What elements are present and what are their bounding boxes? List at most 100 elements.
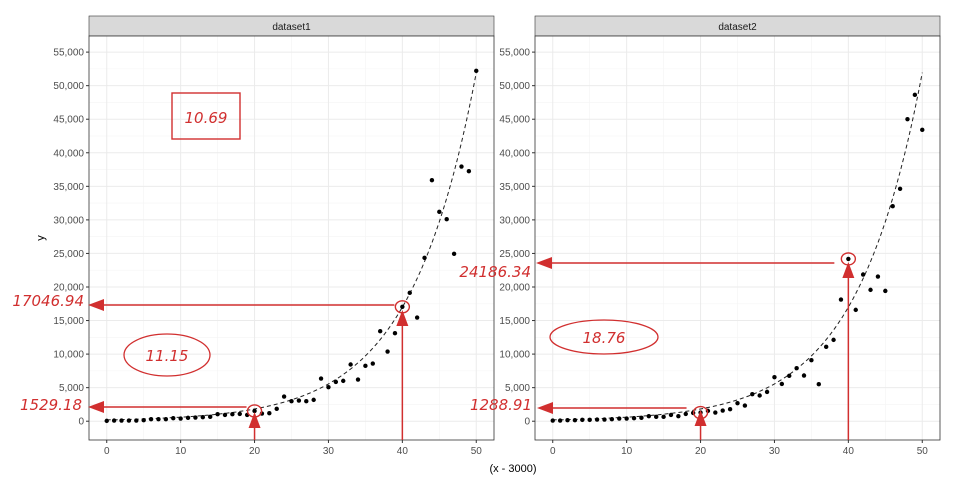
data-point (683, 411, 688, 417)
arrow-head (536, 257, 552, 269)
arrow-head (694, 410, 707, 426)
data-point (565, 418, 570, 423)
data-point (163, 416, 169, 422)
data-point (422, 255, 427, 261)
panel-dataset1: dataset1 0 5,000 10,000 15,000 20,000 25,000 30… (53, 15, 495, 457)
vertical-arrow (694, 410, 707, 440)
data-point (414, 315, 420, 320)
data-point (587, 417, 592, 423)
facet-strip-label: dataset2 (718, 22, 757, 33)
data-point (912, 92, 918, 98)
y-tick-label: 35,000 (53, 182, 84, 193)
x-tick-label: 10 (621, 446, 633, 457)
data-point (385, 349, 390, 354)
y-tick-label: 25,000 (499, 249, 530, 260)
x-tick-label: 30 (769, 446, 781, 457)
data-point (355, 377, 361, 382)
x-axis-label: (x - 3000) (489, 463, 536, 475)
data-point (846, 256, 851, 262)
data-point (550, 418, 555, 423)
data-point (178, 416, 183, 421)
data-point (890, 203, 895, 209)
data-point (474, 68, 479, 74)
annotation-box (171, 92, 241, 140)
arrow-head (88, 299, 104, 311)
data-point (222, 412, 228, 418)
data-point (296, 398, 302, 403)
data-point (111, 418, 117, 423)
arrow-head (396, 310, 409, 326)
data-point (831, 337, 836, 343)
data-point (126, 418, 132, 423)
data-point (580, 417, 585, 423)
data-point (639, 415, 644, 421)
data-point (668, 412, 674, 418)
y-tick-label: 40,000 (499, 148, 530, 159)
data-point (400, 304, 405, 310)
y-tick-label: 5,000 (505, 383, 530, 394)
data-point (437, 209, 442, 215)
data-point (156, 416, 161, 422)
data-point (609, 416, 615, 422)
vertical-arrow (396, 310, 409, 440)
vertical-arrow (248, 412, 261, 440)
data-point (860, 272, 866, 277)
data-point (459, 164, 464, 169)
data-point (252, 408, 257, 414)
arrow-head (842, 262, 855, 278)
data-point (348, 362, 353, 367)
data-point (557, 418, 563, 423)
annotation-ellipse-value: 18.76 (583, 329, 626, 347)
x-tick-label: 0 (550, 446, 556, 457)
data-point (794, 365, 799, 371)
data-point (816, 382, 821, 387)
data-point (742, 403, 748, 408)
data-point (104, 418, 109, 424)
annotation-label-high: 17046.94 (12, 292, 84, 310)
data-point (801, 373, 807, 378)
data-point (193, 415, 198, 420)
y-tick-label: 20,000 (499, 282, 530, 293)
y-tick-label: 40,000 (53, 148, 84, 159)
horizontal-arrow (536, 257, 835, 269)
x-tick-label: 50 (917, 446, 929, 457)
y-tick-label: 0 (78, 417, 84, 428)
data-point (230, 412, 235, 417)
y-tick-label: 20,000 (53, 282, 84, 293)
arrow-head (248, 412, 261, 428)
data-point (779, 381, 785, 387)
arrow-head (88, 401, 104, 413)
data-point (370, 361, 375, 366)
y-tick-label: 45,000 (53, 115, 84, 126)
y-tick-label: 50,000 (499, 81, 530, 92)
y-tick-label: 15,000 (499, 316, 530, 327)
x-tick-label: 30 (323, 446, 335, 457)
data-point (720, 408, 725, 413)
data-point (624, 416, 629, 421)
facet-strip-label: dataset1 (272, 22, 311, 33)
data-point (602, 417, 607, 422)
annotation-ellipse (123, 333, 211, 377)
panel-dataset2: dataset2 0 5,000 10,000 15,000 20,000 25,000 30… (499, 15, 941, 457)
data-point (838, 297, 844, 302)
data-point (377, 329, 383, 334)
data-point (392, 331, 398, 336)
data-point (341, 378, 346, 384)
y-tick-label: 55,000 (53, 48, 84, 59)
annotation-label-low: 1288.91 (470, 396, 532, 414)
x-tick-label: 0 (104, 446, 110, 457)
data-point (594, 417, 600, 422)
data-point (905, 116, 910, 122)
data-point (267, 411, 272, 416)
data-point (466, 168, 472, 174)
data-point (735, 401, 740, 406)
data-point (429, 177, 435, 183)
data-point (148, 416, 154, 422)
data-point (281, 394, 287, 399)
x-tick-label: 10 (175, 446, 187, 457)
data-point (237, 411, 242, 417)
data-point (185, 415, 191, 421)
data-point (171, 415, 176, 421)
data-point (326, 384, 331, 390)
data-point (444, 217, 449, 222)
